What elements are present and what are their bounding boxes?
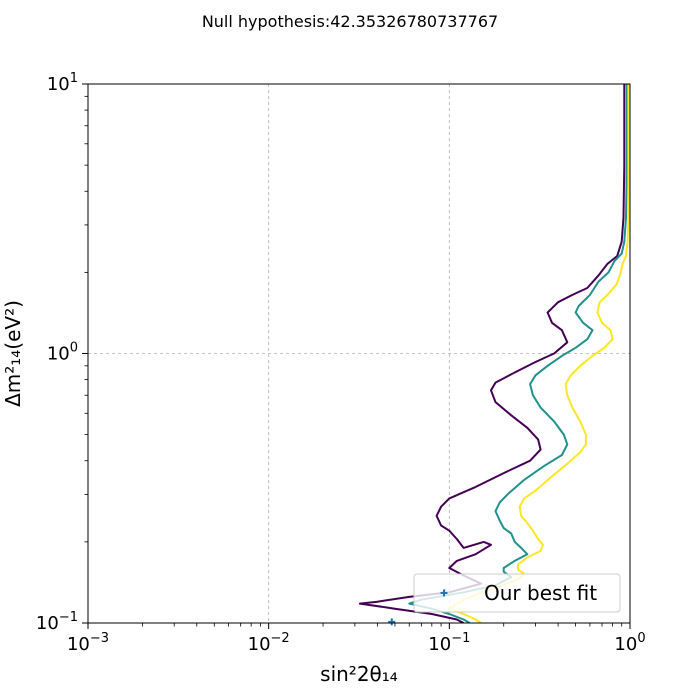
x-tick-labels: 10−3 10−2 10−1 100: [67, 631, 646, 655]
y-axis-label: Δm²₁₄(eV²): [1, 300, 25, 407]
legend-marker: [440, 589, 448, 597]
grid: [88, 84, 630, 623]
major-ticks: [82, 83, 631, 629]
x-tick-label: 10−1: [428, 631, 470, 655]
minor-ticks: [84, 95, 623, 627]
x-tick-label: 100: [614, 631, 645, 655]
y-tick-label: 101: [47, 71, 78, 95]
x-axis-label: sin²2θ₁₄: [320, 662, 398, 686]
y-tick-label: 100: [47, 341, 78, 365]
y-tick-labels: 10−1 100 101: [36, 71, 78, 634]
x-tick-label: 10−3: [67, 631, 109, 655]
best-fit-marker: [388, 618, 396, 626]
x-tick-label: 10−2: [248, 631, 290, 655]
plot-area: [82, 83, 631, 629]
chart-title: Null hypothesis:42.35326780737767: [202, 12, 498, 31]
legend-marker-symbol: [440, 589, 448, 597]
legend-entry-label: Our best fit: [484, 581, 597, 605]
legend-box: [413, 573, 621, 613]
y-tick-label: 10−1: [36, 610, 78, 634]
legend: Our best fit: [413, 573, 621, 613]
